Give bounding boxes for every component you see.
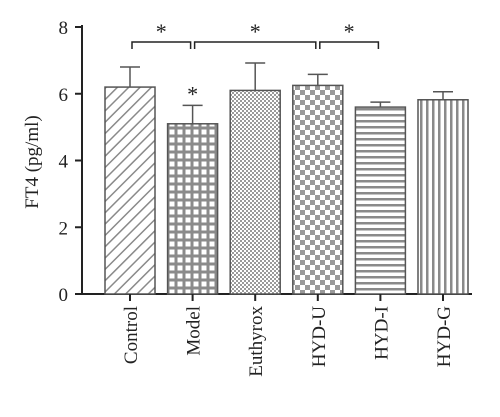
y-axis-label: FT4 (pg/ml) [22,115,43,208]
bar-hyd-g [417,99,469,295]
significance-star: * [187,81,198,106]
y-tick-label: 4 [59,152,69,173]
comparison-bracket [319,41,380,49]
bar-hyd-u [292,84,344,295]
x-tick-label: Control [121,306,142,364]
plot-area: 0 2 4 6 8 Control Model Euthyrox HYD-U HYD-I HYD-G… [59,18,472,377]
x-tick-label: HYD-I [371,306,392,360]
comparison-bracket [193,41,317,49]
bar-control [104,86,156,295]
comparison-star: * [156,19,167,44]
bar-model [166,123,219,295]
y-tick-label: 6 [59,85,69,106]
comparison-bracket [131,41,192,49]
x-tick-label: Euthyrox [246,306,267,377]
bar-hyd-i [354,106,407,295]
x-tick-label: HYD-G [434,306,455,367]
y-tick-label: 8 [59,18,69,39]
x-tick-label: Model [184,306,205,356]
bar-euthyrox [229,89,281,295]
comparison-star: * [344,19,355,44]
x-tick-label: HYD-U [309,306,330,367]
y-tick-label: 0 [59,285,69,306]
y-tick-label: 2 [59,218,69,239]
comparison-star: * [250,19,261,44]
